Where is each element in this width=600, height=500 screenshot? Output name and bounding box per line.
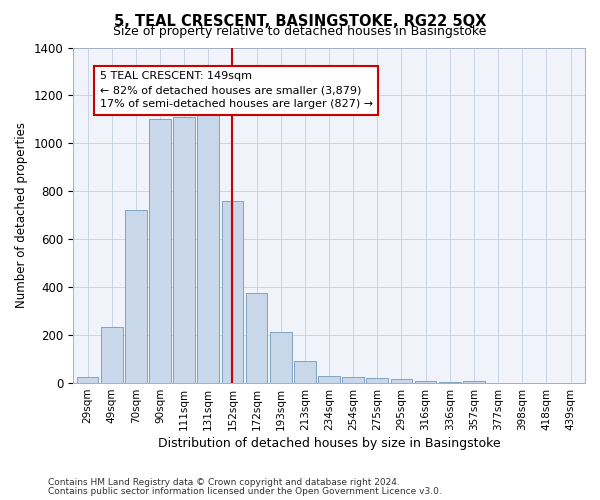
Text: 5 TEAL CRESCENT: 149sqm
← 82% of detached houses are smaller (3,879)
17% of semi: 5 TEAL CRESCENT: 149sqm ← 82% of detache…	[100, 72, 373, 110]
Bar	[294, 362, 316, 383]
Bar	[149, 120, 171, 383]
Text: Size of property relative to detached houses in Basingstoke: Size of property relative to detached ho…	[113, 25, 487, 38]
Bar	[197, 112, 219, 383]
Bar	[77, 377, 98, 383]
Bar	[342, 377, 364, 383]
Bar	[439, 382, 461, 383]
Text: 5, TEAL CRESCENT, BASINGSTOKE, RG22 5QX: 5, TEAL CRESCENT, BASINGSTOKE, RG22 5QX	[114, 14, 486, 29]
X-axis label: Distribution of detached houses by size in Basingstoke: Distribution of detached houses by size …	[158, 437, 500, 450]
Bar	[221, 201, 243, 383]
Bar	[125, 210, 146, 383]
Bar	[463, 380, 485, 383]
Text: Contains public sector information licensed under the Open Government Licence v3: Contains public sector information licen…	[48, 486, 442, 496]
Bar	[367, 378, 388, 383]
Y-axis label: Number of detached properties: Number of detached properties	[15, 122, 28, 308]
Bar	[245, 293, 268, 383]
Text: Contains HM Land Registry data © Crown copyright and database right 2024.: Contains HM Land Registry data © Crown c…	[48, 478, 400, 487]
Bar	[415, 380, 436, 383]
Bar	[318, 376, 340, 383]
Bar	[173, 117, 195, 383]
Bar	[270, 332, 292, 383]
Bar	[101, 326, 122, 383]
Bar	[391, 380, 412, 383]
